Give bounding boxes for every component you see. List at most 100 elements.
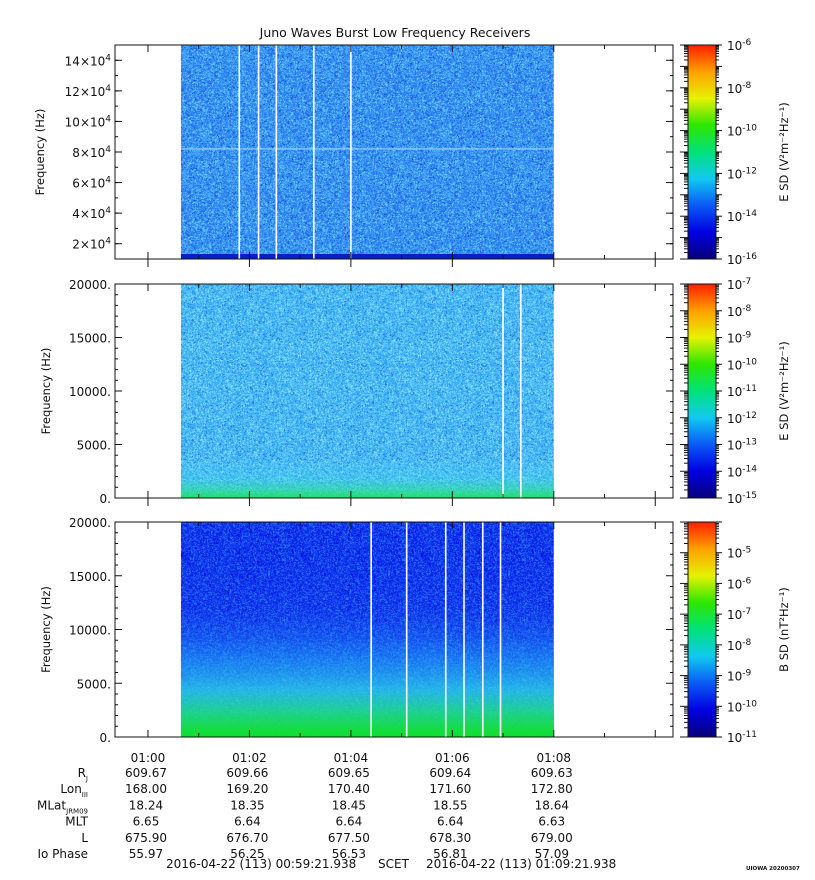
colorbar-tick-label-1: 10-7 <box>727 277 751 292</box>
ephemeris-axis: 01:00 01:02 01:04 01:06 01:08RJLonIIIMLatJRM… <box>37 751 573 861</box>
x-tick-label-5: 01:08 <box>536 751 571 765</box>
tick-label-base: 14×10 <box>65 54 106 68</box>
ephemeris-label-subscript: J <box>85 775 88 783</box>
ephemeris-value: 18.45 <box>332 798 366 812</box>
y-tick-label-2: 5000. <box>77 677 111 691</box>
panel-1: 2×1044×1046×1048×10410×10412×10414×104Fr… <box>33 38 791 267</box>
y-tick-label-1: 2×104 <box>72 237 111 252</box>
panels-group: 2×1044×1046×1048×10410×10412×10414×104Fr… <box>33 38 791 745</box>
ephemeris-value: 168.00 <box>125 782 167 796</box>
spectrogram-figure: Juno Waves Burst Low Frequency Receivers… <box>0 0 815 880</box>
colorbar-tick-label-1: 10-5 <box>727 546 751 561</box>
y-tick-label-3: 10000. <box>69 624 111 638</box>
colorbar-tick-label-7: 10-13 <box>727 438 757 453</box>
tick-label-exponent: 4 <box>105 206 111 216</box>
ephemeris-value: 6.64 <box>234 815 261 829</box>
y-tick-label-5: 20000. <box>69 516 111 530</box>
ephemeris-value: 6.63 <box>538 815 565 829</box>
tick-label-exponent: -11 <box>742 384 757 394</box>
ephemeris-value: 171.60 <box>429 782 471 796</box>
tick-label-exponent: -8 <box>742 304 751 314</box>
tick-label-exponent: 4 <box>105 114 111 124</box>
tick-label-exponent: -5 <box>742 546 751 556</box>
ephemeris-value: 6.64 <box>437 815 464 829</box>
y-tick-label-7: 14×104 <box>65 53 112 68</box>
ephemeris-value: 18.35 <box>230 798 264 812</box>
ephemeris-label-main: L <box>81 831 88 845</box>
colorbar-label-close: ) <box>777 102 791 107</box>
ephemeris-value: 6.64 <box>336 815 363 829</box>
y-axis-label: Frequency (Hz) <box>39 586 53 673</box>
ephemeris-value: 172.80 <box>531 782 573 796</box>
ephemeris-label-3: MLatJRM09 <box>37 798 88 815</box>
ephemeris-label-subscript: III <box>82 791 88 799</box>
ephemeris-label-main: R <box>78 766 86 780</box>
ephemeris-value: 169.20 <box>226 782 268 796</box>
tick-label-exponent: -13 <box>742 438 757 448</box>
colorbar-label: B SD (nT²Hz⁻¹) <box>777 587 791 672</box>
tick-label-base: 10 <box>727 125 742 139</box>
ephemeris-label-4: MLT <box>65 815 88 829</box>
tick-label-base: 10 <box>727 305 742 319</box>
colorbar-label-close: ) <box>777 341 791 346</box>
tick-label-base: 10 <box>727 82 742 96</box>
tick-label-base: 10 <box>727 577 742 591</box>
y-axis-label: Frequency (Hz) <box>33 109 47 196</box>
tick-label-exponent: -16 <box>742 252 757 262</box>
tick-label-base: 5000. <box>77 439 111 453</box>
y-tick-label-2: 5000. <box>77 439 111 453</box>
tick-label-base: 8×10 <box>72 146 105 160</box>
ephemeris-value: 18.64 <box>535 798 569 812</box>
tick-label-base: 10 <box>727 670 742 684</box>
tick-label-base: 20000. <box>69 278 111 292</box>
colorbar-tick-label-2: 10-6 <box>727 576 752 591</box>
colorbar-tick-label-3: 10-7 <box>727 607 751 622</box>
tick-label-exponent: -9 <box>742 669 751 679</box>
colorbar-2: 10-710-810-910-1010-1110-1210-1310-1410-… <box>680 277 791 506</box>
tick-label-exponent: -6 <box>742 38 751 48</box>
colorbar-tick-label-7: 10-11 <box>727 730 757 745</box>
colorbar-tick-label-5: 10-11 <box>727 384 757 399</box>
footer-end-time: 2016-04-22 (113) 01:09:21.938 <box>426 857 616 871</box>
tick-label-exponent: -6 <box>742 576 751 586</box>
colorbar-tick-label-2: 10-8 <box>727 304 752 319</box>
colorbar-tick-label-3: 10-10 <box>727 124 757 139</box>
ephemeris-value: 676.70 <box>226 831 268 845</box>
tick-label-exponent: 4 <box>105 53 111 63</box>
tick-label-base: 12×10 <box>65 85 106 99</box>
ephemeris-value: 609.63 <box>531 766 573 780</box>
ephemeris-value: 678.30 <box>429 831 471 845</box>
colorbar-tick-label-4: 10-8 <box>727 638 752 653</box>
tick-label-base: 10 <box>727 278 742 292</box>
colorbar-tick-label-4: 10-12 <box>727 166 757 181</box>
ephemeris-label-main: MLT <box>65 815 88 829</box>
tick-label-exponent: -9 <box>742 331 751 341</box>
tick-label-exponent: -14 <box>742 464 757 474</box>
colorbar-label-quantity: E SD ( <box>777 167 791 202</box>
tick-label-base: 15000. <box>69 332 111 346</box>
tick-label-exponent: -7 <box>742 607 751 617</box>
colorbar-tick-label-8: 10-14 <box>727 464 757 479</box>
panel-3: 0. 5000. 10000. 15000. 20000. Frequency (Hz) 1… <box>39 516 791 745</box>
ephemeris-label-main: Lon <box>60 782 81 796</box>
ephemeris-label-1: RJ <box>78 766 88 783</box>
colorbar-gradient <box>688 284 716 498</box>
colorbar-label-unit: nT²Hz⁻¹ <box>777 592 791 636</box>
tick-label-base: 0. <box>100 492 111 506</box>
colorbar-tick-label-4: 10-10 <box>727 357 757 372</box>
colorbar-tick-label-3: 10-9 <box>727 331 752 346</box>
low-frequency-enhancement <box>181 284 554 498</box>
footer-scet-label: SCET <box>378 857 409 871</box>
tick-label-base: 10 <box>727 639 742 653</box>
tick-label-base: 10 <box>727 412 742 426</box>
tick-label-base: 10 <box>727 167 742 181</box>
ephemeris-label-main: MLat <box>37 798 66 812</box>
y-tick-label-1: 0. <box>100 492 111 506</box>
x-tick-label-3: 01:04 <box>334 751 369 765</box>
colorbar-tick-label-6: 10-16 <box>727 252 757 267</box>
colorbar-tick-label-9: 10-15 <box>727 491 757 506</box>
watermark-label: UIOWA 20200307 <box>746 866 800 872</box>
colorbar-label-close: ) <box>777 587 791 592</box>
tick-label-base: 2×10 <box>72 238 105 252</box>
tick-label-base: 10 <box>727 358 742 372</box>
